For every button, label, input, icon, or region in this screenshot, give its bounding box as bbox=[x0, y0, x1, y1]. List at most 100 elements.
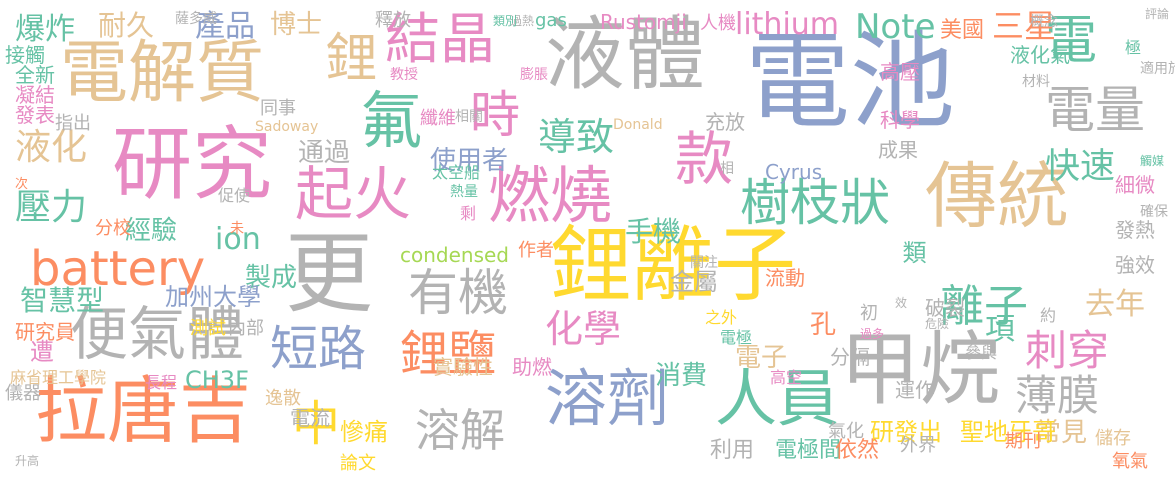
word-cloud-term: 高空 bbox=[770, 368, 803, 387]
word-cloud-term: 鋰 bbox=[316, 30, 376, 82]
word-cloud-term: 麻省理工學院 bbox=[10, 368, 107, 387]
word-cloud-term: 鋰鹽 bbox=[400, 326, 497, 382]
word-cloud-term: 過多 bbox=[860, 327, 885, 341]
word-cloud-term: 電極間 bbox=[775, 438, 842, 463]
word-cloud-term: 耐久 bbox=[98, 9, 155, 42]
word-cloud-term: 溶劑 bbox=[545, 362, 670, 435]
word-cloud-term: 消費 bbox=[655, 361, 708, 391]
word-cloud-term: 結晶 bbox=[385, 7, 496, 71]
word-cloud-term: 確保 bbox=[1140, 204, 1168, 220]
word-cloud-term: 相關 bbox=[455, 109, 483, 125]
word-cloud-term: 關注 bbox=[690, 255, 718, 271]
word-cloud-term: 約 bbox=[1040, 306, 1057, 325]
word-cloud-term: 測試 bbox=[190, 318, 226, 339]
word-cloud-term: gas bbox=[535, 10, 567, 31]
word-cloud-term: 利用 bbox=[710, 438, 755, 463]
word-cloud-term: 逸散 bbox=[265, 388, 301, 409]
word-cloud-term: Note bbox=[855, 7, 936, 47]
word-cloud-term: 手機 bbox=[625, 215, 682, 248]
word-cloud-term: 升高 bbox=[15, 454, 40, 468]
word-cloud-term: 拉唐吉 bbox=[35, 369, 252, 453]
word-cloud-term: 破裂 bbox=[925, 296, 965, 320]
word-cloud-term: 使用者 bbox=[430, 146, 509, 176]
word-cloud-term: 氟 bbox=[360, 84, 423, 157]
word-cloud-term: 適用於 bbox=[1140, 61, 1175, 77]
word-cloud-term: battery bbox=[30, 241, 206, 297]
word-cloud-term: 實驗性 bbox=[433, 355, 493, 379]
word-cloud-term: 電池 bbox=[745, 21, 956, 143]
word-cloud-term: 次 bbox=[15, 177, 29, 192]
word-cloud-term: 金屬 bbox=[670, 268, 718, 296]
word-cloud-term: 高壓 bbox=[880, 60, 920, 84]
word-cloud-term: 便氣體 bbox=[70, 300, 245, 368]
word-cloud-term: 接觸 bbox=[5, 43, 45, 67]
word-cloud-term: 刺穿 bbox=[1025, 326, 1110, 375]
word-cloud-term: 內部 bbox=[228, 318, 264, 339]
word-cloud-term: 成果 bbox=[878, 138, 918, 162]
word-cloud-term: condensed bbox=[400, 243, 510, 267]
word-cloud-term: 研發出 bbox=[870, 418, 942, 446]
word-cloud-term: 鋰離子 bbox=[550, 218, 797, 313]
word-cloud-term: 熱量 bbox=[450, 184, 478, 200]
word-cloud-term: 孔 bbox=[810, 310, 837, 340]
word-cloud-term: 依然 bbox=[835, 438, 880, 463]
word-cloud-term: 之外 bbox=[705, 308, 738, 327]
word-cloud-term: 未 bbox=[230, 221, 244, 237]
word-cloud-term: 流動 bbox=[765, 266, 805, 290]
word-cloud-term: 更 bbox=[285, 222, 374, 325]
word-cloud-term: 纖維 bbox=[420, 108, 456, 129]
word-cloud-term: Donald bbox=[613, 117, 663, 133]
word-cloud-term: 通過 bbox=[298, 138, 351, 168]
word-cloud-term: 加州大學 bbox=[165, 283, 261, 311]
word-cloud-term: 評論 bbox=[1145, 7, 1170, 21]
word-cloud-term: 氧氣 bbox=[1112, 451, 1148, 472]
word-cloud-term: 細微 bbox=[1115, 173, 1155, 197]
word-cloud-term: 製成 bbox=[245, 263, 298, 293]
word-cloud-term: 相 bbox=[720, 161, 734, 177]
word-cloud-term: 分隔 bbox=[830, 345, 870, 369]
word-cloud-term: 儲存 bbox=[1095, 428, 1131, 449]
word-cloud-term: 材料 bbox=[1022, 74, 1050, 90]
word-cloud-term: 概念 bbox=[1030, 14, 1058, 30]
word-cloud-term: 智慧型 bbox=[20, 284, 105, 317]
word-cloud-term: ion bbox=[215, 222, 261, 257]
word-cloud-term: 短路 bbox=[270, 321, 367, 377]
word-cloud-term: 類 bbox=[898, 240, 926, 264]
word-cloud-term: 凝結 bbox=[15, 83, 55, 107]
word-cloud-term: 危險 bbox=[925, 317, 950, 331]
word-cloud-term: 科學 bbox=[880, 108, 920, 132]
word-cloud-term: 樹枝狀 bbox=[740, 174, 890, 232]
word-cloud-term: 遭 bbox=[30, 338, 54, 366]
word-cloud-term: 款 bbox=[675, 125, 734, 193]
word-cloud-term: 聖地牙哥 bbox=[960, 418, 1056, 446]
word-cloud-term: 液化氣 bbox=[1010, 43, 1070, 67]
word-cloud-term: 強效 bbox=[1115, 253, 1155, 277]
word-cloud-term: 薩多威 bbox=[175, 11, 217, 27]
word-cloud-term: 初 bbox=[860, 303, 878, 324]
word-cloud-term: 研究 bbox=[112, 118, 272, 211]
word-cloud-term: Sadoway bbox=[255, 119, 319, 135]
word-cloud-term: 人機 bbox=[700, 13, 736, 34]
word-cloud-term: 教授 bbox=[390, 67, 418, 83]
word-cloud-term: 時 bbox=[470, 86, 520, 144]
word-cloud-term: 去年 bbox=[1085, 287, 1145, 322]
word-cloud-term: 美國 bbox=[940, 18, 985, 43]
word-cloud-term: 燃燒 bbox=[488, 159, 613, 232]
word-cloud-term: 電流 bbox=[290, 406, 330, 430]
word-cloud-term: 長程 bbox=[145, 373, 178, 392]
word-cloud-term: 效 bbox=[895, 296, 908, 310]
word-cloud-term: 過熱 bbox=[510, 14, 535, 28]
word-cloud-term: CH3F bbox=[185, 366, 249, 394]
word-cloud-term: 論文 bbox=[340, 453, 376, 474]
word-cloud-term: 太空船 bbox=[432, 163, 481, 182]
word-cloud-term: 參與 bbox=[965, 343, 998, 362]
word-cloud-term: 運作 bbox=[895, 378, 935, 402]
word-cloud-term: 發表 bbox=[15, 103, 55, 127]
word-cloud-term: 期刊 bbox=[1005, 431, 1041, 452]
word-cloud-term: 電 bbox=[1045, 11, 1098, 71]
word-cloud-term: 三星 bbox=[992, 7, 1057, 45]
word-cloud-term: 發熱 bbox=[1115, 218, 1155, 242]
word-cloud-term: 助燃 bbox=[512, 355, 552, 379]
word-cloud-term: 項 bbox=[985, 312, 1015, 347]
